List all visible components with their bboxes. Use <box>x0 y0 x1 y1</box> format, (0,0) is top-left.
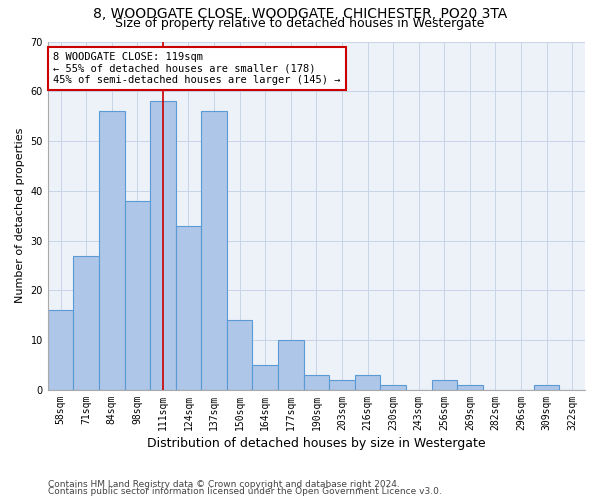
Text: 8 WOODGATE CLOSE: 119sqm
← 55% of detached houses are smaller (178)
45% of semi-: 8 WOODGATE CLOSE: 119sqm ← 55% of detach… <box>53 52 341 85</box>
Bar <box>355 375 380 390</box>
Text: 8, WOODGATE CLOSE, WOODGATE, CHICHESTER, PO20 3TA: 8, WOODGATE CLOSE, WOODGATE, CHICHESTER,… <box>93 8 507 22</box>
Bar <box>253 365 278 390</box>
Bar <box>201 111 227 390</box>
Bar <box>176 226 201 390</box>
Bar <box>534 385 559 390</box>
Text: Contains HM Land Registry data © Crown copyright and database right 2024.: Contains HM Land Registry data © Crown c… <box>48 480 400 489</box>
Bar <box>227 320 253 390</box>
Bar <box>457 385 482 390</box>
Text: Contains public sector information licensed under the Open Government Licence v3: Contains public sector information licen… <box>48 487 442 496</box>
Bar <box>125 201 150 390</box>
Text: Size of property relative to detached houses in Westergate: Size of property relative to detached ho… <box>115 18 485 30</box>
Bar <box>99 111 125 390</box>
Bar <box>73 256 99 390</box>
Bar <box>48 310 73 390</box>
Bar <box>304 375 329 390</box>
Y-axis label: Number of detached properties: Number of detached properties <box>15 128 25 304</box>
Bar <box>380 385 406 390</box>
Bar <box>431 380 457 390</box>
Bar <box>150 101 176 390</box>
Bar <box>278 340 304 390</box>
X-axis label: Distribution of detached houses by size in Westergate: Distribution of detached houses by size … <box>147 437 486 450</box>
Bar <box>329 380 355 390</box>
